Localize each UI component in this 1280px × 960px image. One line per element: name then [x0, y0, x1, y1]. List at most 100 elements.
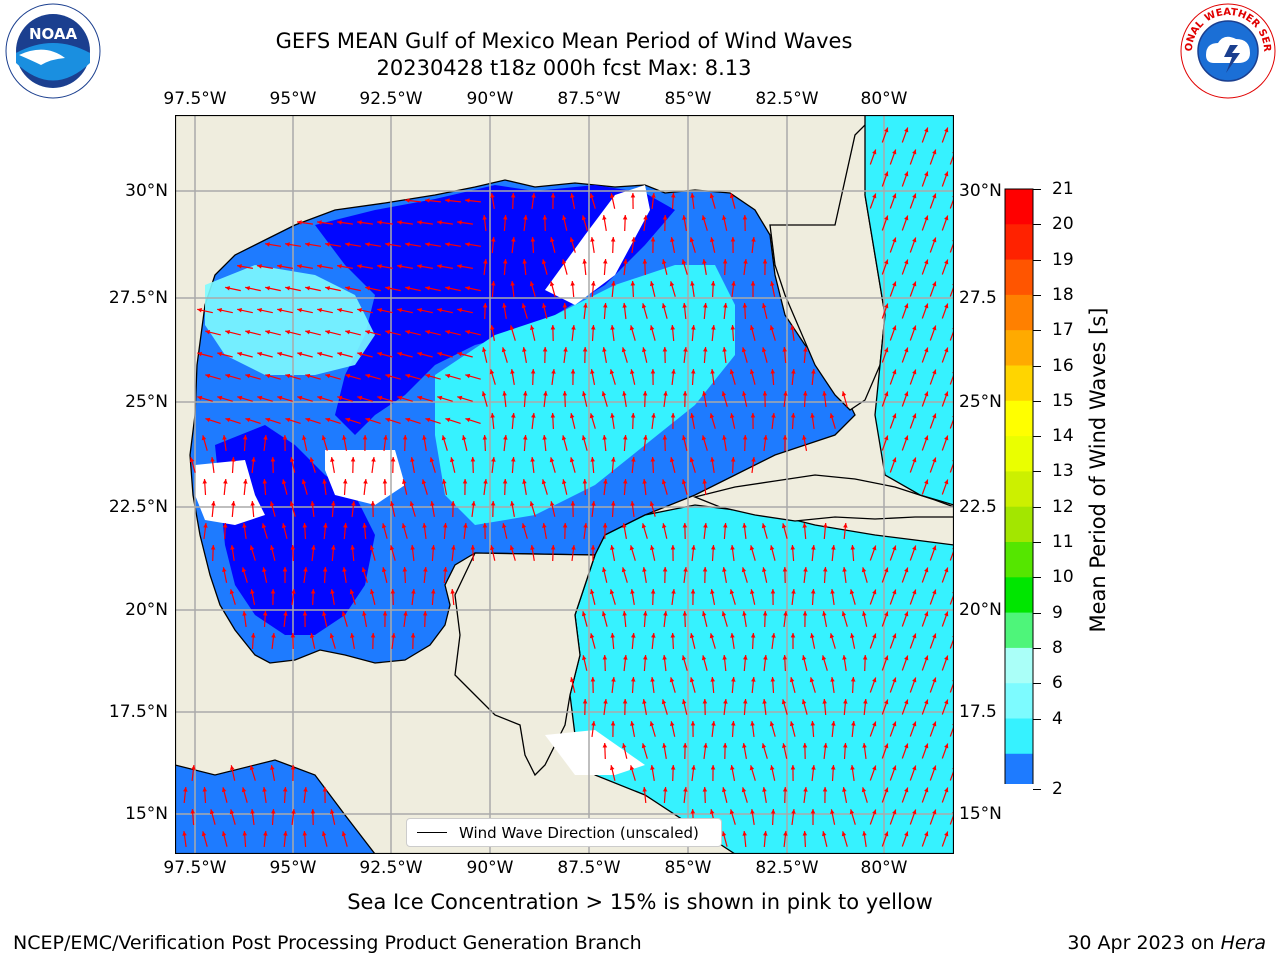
wind-wave-arrowhead [465, 373, 471, 379]
wind-wave-arrowhead [322, 611, 327, 616]
wind-wave-arrowhead [842, 567, 847, 572]
wind-wave-arrowhead [924, 303, 929, 309]
wind-wave-arrowhead [397, 351, 403, 357]
wind-wave-arrowhead [663, 787, 668, 792]
wind-wave-arrowhead [205, 330, 211, 335]
wind-wave-arrowhead [262, 787, 267, 792]
wind-wave-arrowhead [701, 215, 707, 221]
wind-wave-arrowhead [623, 435, 628, 440]
wind-wave-arrowhead [682, 611, 688, 616]
wind-wave-arrowhead [630, 589, 635, 594]
footer-date: 30 Apr 2023 on Hera [1067, 932, 1266, 954]
wind-wave-arrowhead [690, 809, 696, 814]
wind-wave-arrowhead [265, 373, 271, 379]
wind-wave-arrowhead [710, 281, 716, 286]
wind-wave-arrowhead [872, 809, 877, 815]
wind-wave-arrowhead [642, 699, 647, 704]
wind-wave-arrowhead [783, 391, 788, 396]
wind-wave-arrowhead [445, 198, 450, 203]
wind-wave-arrowhead [892, 237, 897, 243]
wind-wave-arrowhead [521, 303, 527, 309]
wind-wave-arrowhead [650, 589, 656, 594]
x-tick-top: 95°W [269, 89, 317, 109]
wind-wave-arrowhead [197, 351, 203, 357]
wind-wave-arrowhead [843, 699, 848, 704]
wind-wave-arrowhead [863, 699, 868, 704]
wind-wave-arrowhead [790, 545, 795, 550]
wind-wave-arrowhead [762, 787, 767, 792]
wind-wave-arrowhead [884, 303, 889, 309]
wind-wave-arrowhead [810, 809, 816, 814]
footer-host: Hera [1220, 932, 1266, 954]
wind-wave-arrowhead [325, 373, 331, 379]
wind-wave-arrowhead [884, 611, 889, 617]
wind-wave-arrowhead [257, 351, 263, 357]
wind-wave-arrowhead [791, 589, 796, 594]
wind-wave-arrowhead [490, 193, 495, 198]
wind-wave-arrowhead [763, 831, 768, 836]
wind-wave-arrowhead [429, 457, 435, 463]
wind-wave-arrowhead [602, 567, 607, 573]
wind-wave-arrowhead [457, 264, 462, 269]
wind-wave-arrowhead [465, 198, 470, 203]
wind-wave-arrowhead [810, 589, 816, 594]
wind-wave-arrowhead [245, 286, 250, 291]
wind-wave-arrowhead [924, 699, 929, 705]
x-tick-bottom: 97.5°W [163, 858, 227, 878]
wind-wave-arrowhead [245, 417, 251, 423]
wind-wave-arrowhead [829, 413, 835, 419]
wind-wave-arrowhead [731, 721, 736, 726]
colorbar-tick [1033, 647, 1041, 649]
wind-wave-arrowhead [310, 809, 316, 814]
wind-wave-arrowhead [523, 435, 528, 440]
wind-wave-arrowhead [912, 545, 917, 551]
wind-wave-arrowhead [562, 479, 567, 485]
wind-wave-arrowhead [912, 237, 917, 243]
wind-wave-arrowhead [710, 237, 715, 242]
wind-wave-arrowhead [285, 286, 290, 291]
wind-wave-arrowhead [325, 417, 331, 423]
wind-wave-arrowhead [762, 611, 768, 616]
wind-wave-arrowhead [549, 457, 555, 463]
wind-wave-arrowhead [571, 325, 576, 330]
wind-wave-arrowhead [790, 325, 795, 330]
wind-wave-arrowhead [345, 330, 351, 335]
wind-wave-arrowhead [230, 765, 235, 770]
wind-wave-arrows [182, 127, 954, 848]
wind-wave-arrowhead [591, 325, 596, 330]
wind-wave-arrowhead [849, 589, 855, 595]
wind-wave-arrowhead [710, 589, 715, 594]
wind-wave-arrowhead [482, 303, 488, 308]
wind-wave-arrowhead [892, 457, 897, 463]
wind-wave-arrowhead [944, 787, 949, 793]
legend-label: Wind Wave Direction (unscaled) [459, 823, 699, 842]
noaa-logo: NOAA [5, 3, 101, 99]
wind-wave-arrowhead [662, 743, 667, 748]
y-tick-left: 20°N [125, 600, 168, 620]
wind-wave-arrowhead [762, 259, 768, 264]
wind-wave-arrowhead [872, 193, 877, 199]
colorbar-tick [1033, 683, 1041, 685]
wind-wave-arrowhead [842, 655, 847, 660]
wind-wave-arrowhead [823, 523, 828, 528]
wind-wave-arrowhead [582, 259, 587, 264]
wind-wave-arrowhead [325, 330, 331, 335]
wind-wave-arrowhead [365, 286, 370, 291]
wind-wave-arrowhead [924, 787, 929, 793]
wind-wave-arrowhead [282, 435, 288, 440]
colorbar-segment [1005, 506, 1033, 543]
wind-wave-arrowhead [490, 413, 495, 418]
wind-wave-arrowhead [263, 435, 268, 440]
wind-wave-arrowhead [281, 523, 287, 529]
wind-wave-arrowhead [912, 765, 917, 771]
wind-wave-arrowhead [405, 286, 410, 291]
wind-wave-arrowhead [381, 523, 387, 529]
pacific-ocean [175, 759, 376, 854]
wind-wave-arrowhead [791, 809, 796, 814]
wind-wave-arrowhead [317, 308, 322, 313]
wind-wave-arrowhead [751, 677, 756, 682]
wind-wave-arrowhead [912, 721, 917, 727]
colorbar-label: 10 [1052, 567, 1074, 588]
wind-wave-arrowhead [342, 567, 347, 572]
wind-wave-arrowhead [229, 589, 235, 595]
